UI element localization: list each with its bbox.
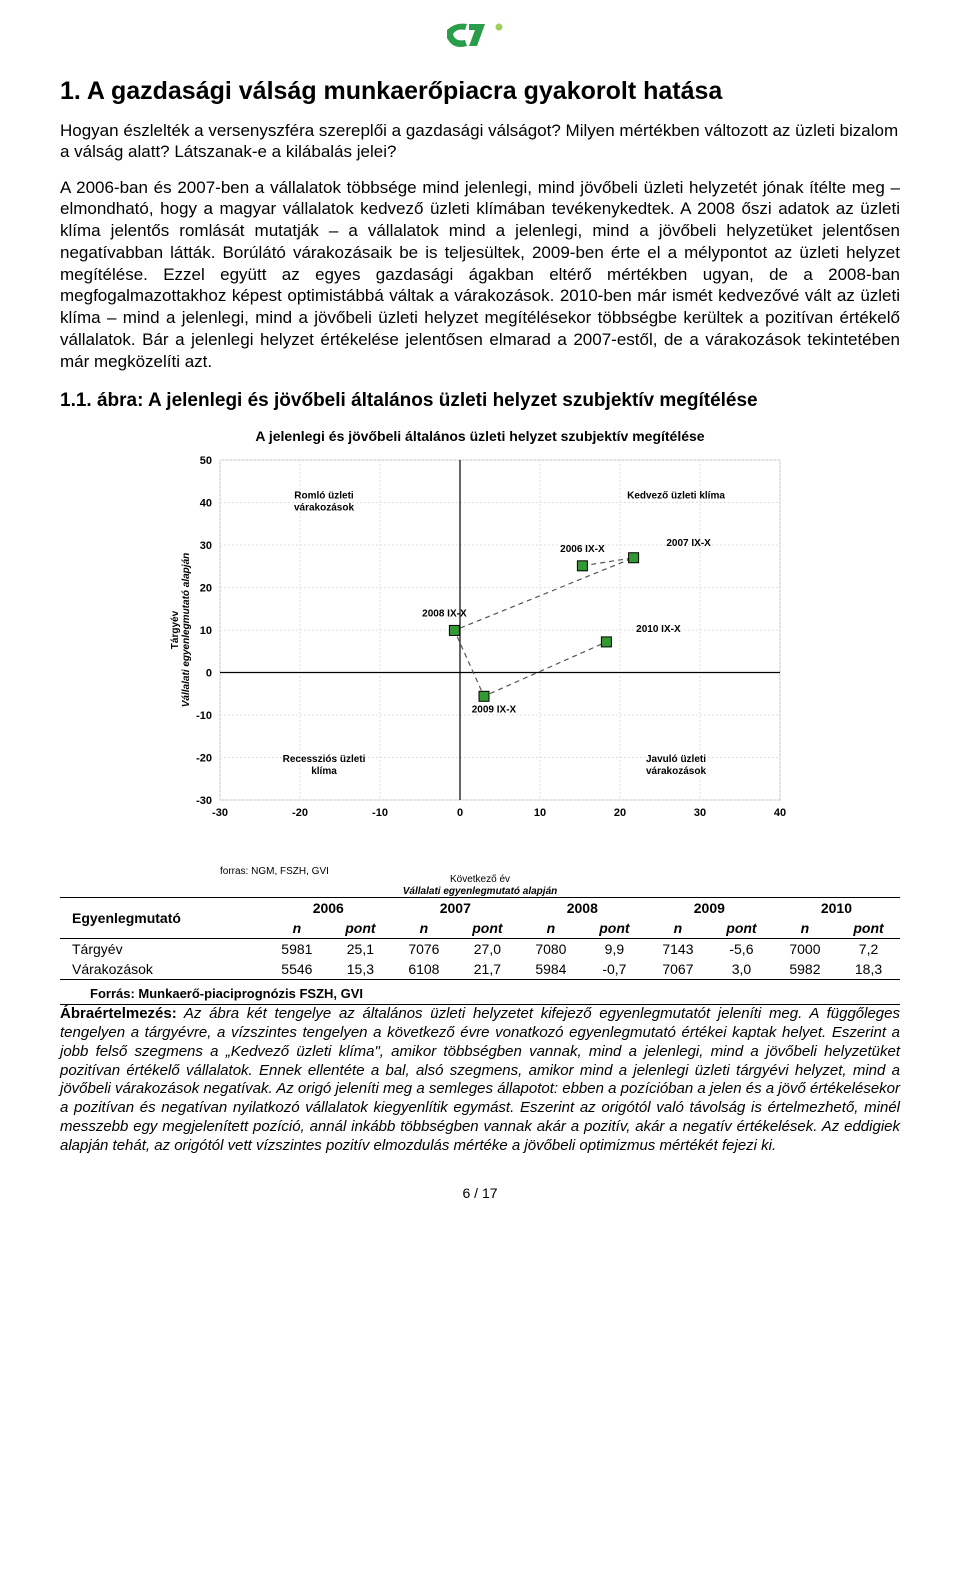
table-cell: 5984 xyxy=(519,959,583,980)
section-heading: 1. A gazdasági válság munkaerőpiacra gya… xyxy=(60,77,900,106)
x-axis-label: Következő év Vállalati egyenlegmutató al… xyxy=(130,874,830,898)
table-cell: 7080 xyxy=(519,939,583,960)
chart-title: A jelenlegi és jövőbeli általános üzleti… xyxy=(130,428,830,444)
svg-text:Kedvező üzleti klíma: Kedvező üzleti klíma xyxy=(627,491,725,502)
svg-text:Javuló üzleti: Javuló üzleti xyxy=(646,754,706,765)
svg-text:30: 30 xyxy=(200,540,212,552)
table-cell: 15,3 xyxy=(329,959,392,980)
svg-text:20: 20 xyxy=(614,807,626,819)
table-cell: 5982 xyxy=(773,959,837,980)
svg-text:40: 40 xyxy=(774,807,786,819)
figure-heading: 1.1. ábra: A jelenlegi és jövőbeli által… xyxy=(60,390,900,412)
svg-text:-20: -20 xyxy=(196,753,212,765)
svg-text:0: 0 xyxy=(457,807,463,819)
table-cell: 27,0 xyxy=(456,939,519,960)
sub-header: pont xyxy=(837,918,900,939)
svg-text:10: 10 xyxy=(534,807,546,819)
table-corner-label: Egyenlegmutató xyxy=(60,898,265,939)
scatter-chart: A jelenlegi és jövőbeli általános üzleti… xyxy=(130,428,830,877)
sub-header: pont xyxy=(583,918,646,939)
intro-paragraph: Hogyan észlelték a versenyszféra szerepl… xyxy=(60,120,900,163)
year-header: 2009 xyxy=(646,898,773,919)
year-header: 2010 xyxy=(773,898,900,919)
interpretation-lead: Ábraértelmezés: xyxy=(60,1005,177,1022)
data-table: Egyenlegmutató 20062007200820092010 npon… xyxy=(60,897,900,980)
table-row: Várakozások554615,3610821,75984-0,770673… xyxy=(60,959,900,980)
sub-header: pont xyxy=(329,918,392,939)
svg-text:2009 IX-X: 2009 IX-X xyxy=(472,705,517,716)
table-cell: 7,2 xyxy=(837,939,900,960)
svg-text:2006 IX-X: 2006 IX-X xyxy=(560,544,605,555)
sub-header: pont xyxy=(710,918,773,939)
year-header: 2007 xyxy=(392,898,519,919)
table-cell: 18,3 xyxy=(837,959,900,980)
svg-text:0: 0 xyxy=(206,668,212,680)
svg-text:50: 50 xyxy=(200,455,212,467)
table-cell: 5981 xyxy=(265,939,329,960)
svg-text:30: 30 xyxy=(694,807,706,819)
svg-text:várakozások: várakozások xyxy=(294,503,354,514)
table-source: Forrás: Munkaerő-piaciprognózis FSZH, GV… xyxy=(60,986,900,1005)
sub-header: pont xyxy=(456,918,519,939)
table-row: Tárgyév598125,1707627,070809,97143-5,670… xyxy=(60,939,900,960)
row-label: Várakozások xyxy=(60,959,265,980)
table-cell: 5546 xyxy=(265,959,329,980)
svg-text:2010 IX-X: 2010 IX-X xyxy=(636,624,681,635)
sub-header: n xyxy=(392,918,456,939)
svg-text:2008 IX-X: 2008 IX-X xyxy=(422,609,467,620)
svg-text:-30: -30 xyxy=(196,795,212,807)
table-cell: 25,1 xyxy=(329,939,392,960)
table-cell: 3,0 xyxy=(710,959,773,980)
svg-text:20: 20 xyxy=(200,583,212,595)
table-cell: 7000 xyxy=(773,939,837,960)
table-cell: 7076 xyxy=(392,939,456,960)
logo xyxy=(60,20,900,57)
svg-text:Recessziós üzleti: Recessziós üzleti xyxy=(283,754,366,765)
sub-header: n xyxy=(519,918,583,939)
year-header: 2006 xyxy=(265,898,392,919)
svg-text:-10: -10 xyxy=(196,710,212,722)
table-cell: -0,7 xyxy=(583,959,646,980)
table-cell: 7067 xyxy=(646,959,710,980)
row-label: Tárgyév xyxy=(60,939,265,960)
chart-canvas: -30 -20 -10 0 10 20 30 40 -30 -20 -10 0 10 20 30 40 50 20… xyxy=(160,450,800,870)
sub-header: n xyxy=(646,918,710,939)
table-cell: 6108 xyxy=(392,959,456,980)
table-cell: 7143 xyxy=(646,939,710,960)
svg-text:40: 40 xyxy=(200,498,212,510)
sub-header: n xyxy=(265,918,329,939)
svg-text:Romló üzleti: Romló üzleti xyxy=(294,491,354,502)
sub-header: n xyxy=(773,918,837,939)
table-cell: 21,7 xyxy=(456,959,519,980)
body-paragraph: A 2006-ban és 2007-ben a vállalatok több… xyxy=(60,177,900,373)
interpretation-paragraph: Ábraértelmezés: Az ábra két tengelye az … xyxy=(60,1005,900,1155)
year-header: 2008 xyxy=(519,898,646,919)
svg-text:-20: -20 xyxy=(292,807,308,819)
svg-text:klíma: klíma xyxy=(311,766,337,777)
table-cell: -5,6 xyxy=(710,939,773,960)
page-number: 6 / 17 xyxy=(60,1185,900,1201)
table-cell: 9,9 xyxy=(583,939,646,960)
svg-text:-10: -10 xyxy=(372,807,388,819)
svg-text:2007 IX-X: 2007 IX-X xyxy=(666,538,711,549)
y-axis-label: Tárgyév Vállalati egyenlegmutató alapján xyxy=(170,530,192,730)
interpretation-text: Az ábra két tengelye az általános üzleti… xyxy=(60,1005,900,1153)
svg-text:-30: -30 xyxy=(212,807,228,819)
svg-text:10: 10 xyxy=(200,625,212,637)
svg-text:várakozások: várakozások xyxy=(646,766,706,777)
